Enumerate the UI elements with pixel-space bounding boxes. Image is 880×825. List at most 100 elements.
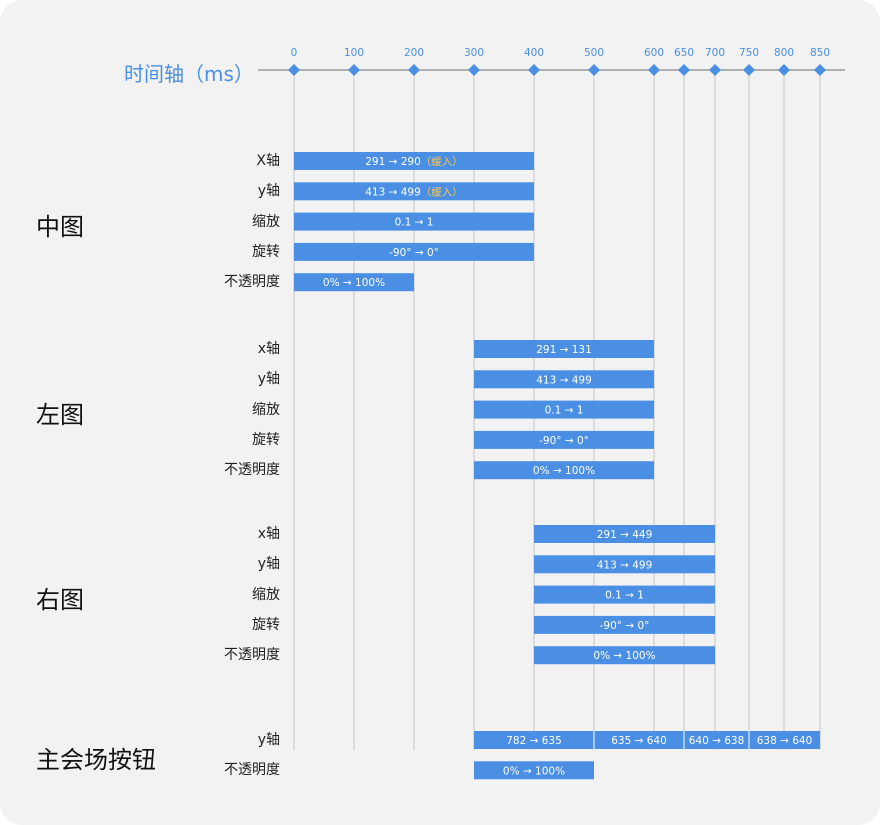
row-label: 旋转 <box>252 431 280 448</box>
timeline-bar <box>294 242 534 261</box>
bar-value-text: 640 → 638 <box>689 735 745 747</box>
tick-marker-700 <box>709 64 721 76</box>
bar-value-text: -90° → 0° <box>389 247 439 259</box>
bar-value-text: 291 → 290 <box>365 156 421 168</box>
tick-marker-600 <box>648 64 660 76</box>
row-label: y轴 <box>257 371 280 388</box>
row-label: 缩放 <box>252 401 280 418</box>
bar-value-label: 782 → 635 <box>506 735 562 747</box>
tick-marker-800 <box>778 64 790 76</box>
tick-marker-650 <box>678 64 690 76</box>
row-label: y轴 <box>257 556 280 573</box>
tick-label: 500 <box>584 47 604 59</box>
bar-value-text: 638 → 640 <box>757 735 813 747</box>
bar-value-text: 0% → 100% <box>533 465 595 477</box>
tick-label: 750 <box>739 47 759 59</box>
bar-ease-note: （缓入） <box>421 185 463 198</box>
bar-value-label: 291 → 131 <box>536 344 592 356</box>
tick-label: 700 <box>705 47 725 59</box>
group-title: 主会场按钮 <box>36 746 156 775</box>
row-label: 旋转 <box>252 616 280 633</box>
bar-value-label: 0.1 → 1 <box>545 405 584 417</box>
tick-marker-100 <box>348 64 360 76</box>
tick-marker-0 <box>288 64 300 76</box>
tick-label: 800 <box>774 47 794 59</box>
bar-value-text: 0% → 100% <box>503 765 565 777</box>
bar-ease-note: （缓入） <box>421 155 463 168</box>
timeline-bar <box>474 400 654 419</box>
bar-value-label: -90° → 0° <box>389 247 439 259</box>
bar-value-label: 291 → 290（缓入） <box>365 155 463 168</box>
group-title: 左图 <box>36 400 84 429</box>
tick-label: 200 <box>404 47 424 59</box>
timeline-bar <box>594 731 684 749</box>
bar-value-text: 0% → 100% <box>593 650 655 662</box>
bar-value-label: 0% → 100% <box>503 765 565 777</box>
bar-value-text: 413 → 499 <box>536 374 592 386</box>
bar-value-label: 0.1 → 1 <box>395 217 434 229</box>
bar-value-label: 413 → 499（缓入） <box>365 185 463 198</box>
tick-marker-850 <box>814 64 826 76</box>
timeline-title: 时间轴（ms） <box>124 62 254 86</box>
row-label: x轴 <box>257 526 280 542</box>
row-label: 不透明度 <box>224 647 280 664</box>
bar-value-text: -90° → 0° <box>600 620 650 632</box>
timeline-bar <box>534 585 715 604</box>
row-label: y轴 <box>257 183 280 200</box>
row-label: 不透明度 <box>224 274 280 291</box>
timeline-bar <box>684 731 749 749</box>
bar-value-label: 0.1 → 1 <box>605 590 644 602</box>
timeline-bar <box>534 646 715 665</box>
bar-value-label: 635 → 640 <box>611 735 667 747</box>
row-label: x轴 <box>257 341 280 357</box>
bar-value-label: -90° → 0° <box>600 620 650 632</box>
tick-label: 0 <box>291 47 298 59</box>
row-label: 不透明度 <box>224 462 280 479</box>
group-title: 中图 <box>36 212 84 241</box>
bar-value-label: -90° → 0° <box>539 435 589 447</box>
bar-value-label: 0% → 100% <box>323 277 385 289</box>
row-label: 旋转 <box>252 243 280 260</box>
row-label: 缩放 <box>252 213 280 230</box>
bar-value-text: 0.1 → 1 <box>605 590 644 602</box>
bar-value-text: 413 → 499 <box>597 559 653 571</box>
tick-marker-200 <box>408 64 420 76</box>
bar-value-label: 0% → 100% <box>593 650 655 662</box>
bar-value-label: 413 → 499 <box>597 559 653 571</box>
bar-value-text: 413 → 499 <box>365 186 421 198</box>
tick-label: 300 <box>464 47 484 59</box>
bar-value-label: 638 → 640 <box>757 735 813 747</box>
tick-label: 650 <box>674 47 694 59</box>
tick-marker-500 <box>588 64 600 76</box>
row-label: 不透明度 <box>224 762 280 779</box>
timeline-bar <box>474 370 654 389</box>
timeline-bar <box>294 212 534 231</box>
group-title: 右图 <box>36 585 84 614</box>
tick-label: 100 <box>344 47 364 59</box>
bar-value-text: -90° → 0° <box>539 435 589 447</box>
tick-label: 400 <box>524 47 544 59</box>
timeline-bar <box>294 152 534 170</box>
row-label: y轴 <box>257 732 280 748</box>
bar-value-text: 0% → 100% <box>323 277 385 289</box>
bar-value-text: 782 → 635 <box>506 735 562 747</box>
tick-marker-750 <box>743 64 755 76</box>
bar-value-label: 291 → 449 <box>597 529 653 541</box>
timeline-bar <box>474 340 654 358</box>
bar-value-text: 0.1 → 1 <box>395 217 434 229</box>
row-label: X轴 <box>256 153 280 169</box>
bar-value-text: 635 → 640 <box>611 735 667 747</box>
timeline-bar <box>474 761 594 780</box>
timeline-bar <box>534 555 715 574</box>
timeline-bar <box>749 731 820 749</box>
timeline-bar <box>474 430 654 449</box>
row-label: 缩放 <box>252 586 280 603</box>
timeline-bar <box>294 182 534 201</box>
timeline-bar <box>294 273 414 292</box>
timeline-bar <box>534 615 715 634</box>
timeline-bar <box>534 525 715 543</box>
timeline-bar <box>474 731 594 749</box>
tick-marker-400 <box>528 64 540 76</box>
